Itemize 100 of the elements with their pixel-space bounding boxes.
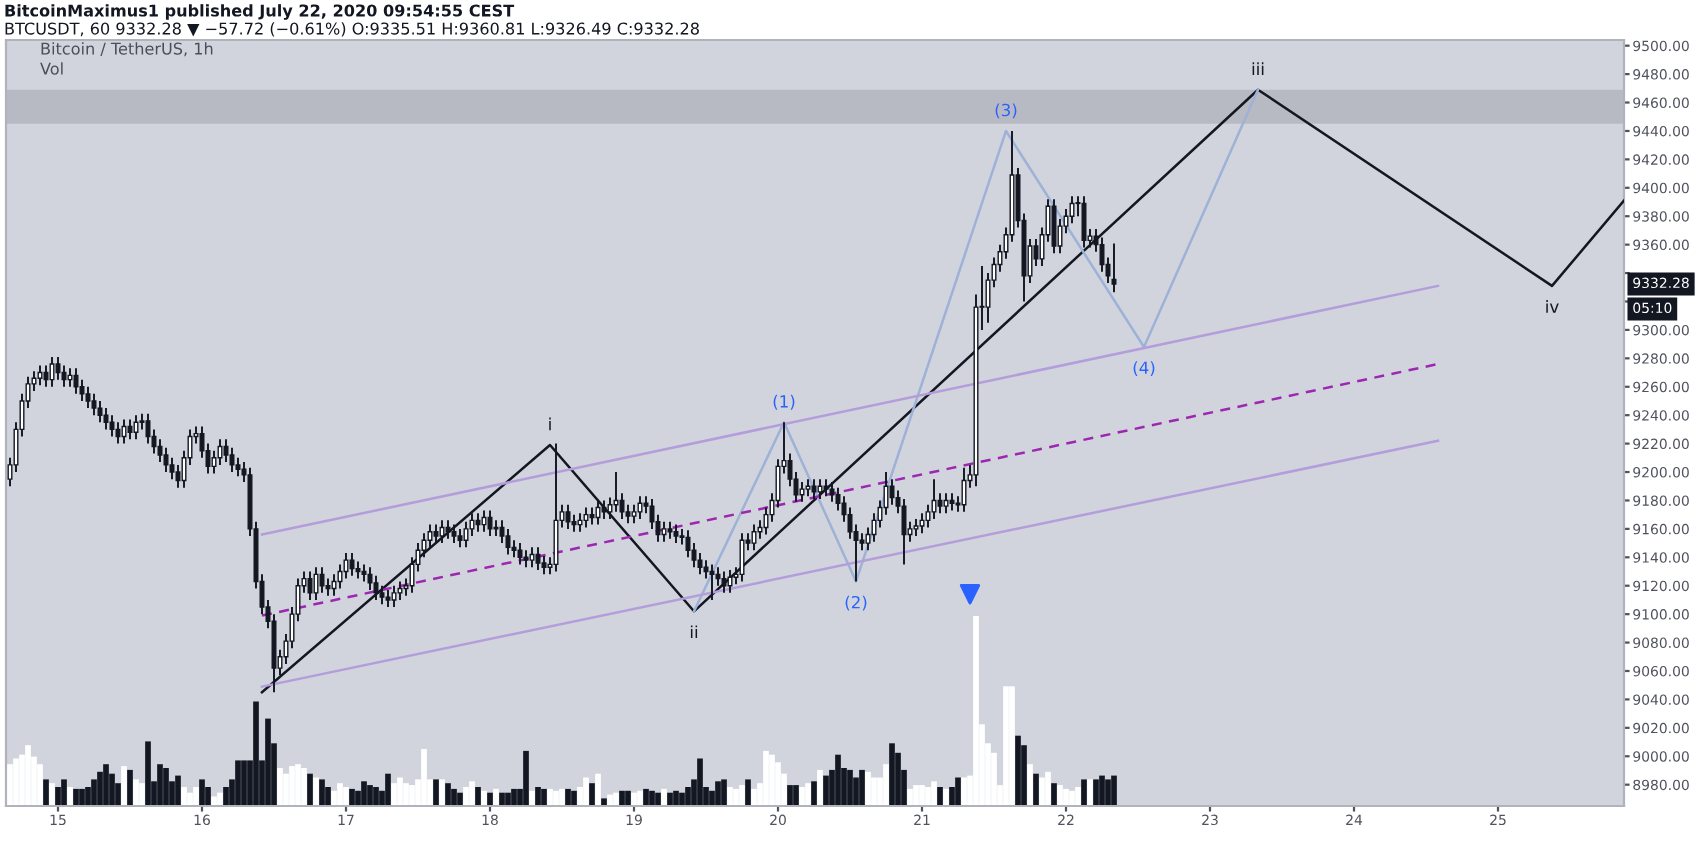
bar [67, 787, 73, 806]
bar [1015, 735, 1021, 806]
bar [1063, 788, 1069, 806]
bar [715, 781, 721, 806]
bar [943, 788, 949, 806]
bar [865, 771, 871, 806]
bar [175, 775, 181, 806]
bar [343, 787, 349, 806]
bar [499, 792, 505, 806]
bar [181, 787, 187, 806]
bar [595, 773, 601, 806]
bar [475, 787, 481, 806]
bar [391, 783, 397, 806]
candlestick [85, 385, 91, 410]
bar [37, 764, 43, 806]
candlestick [91, 392, 97, 417]
annotation: ii [690, 625, 698, 639]
text: BTCUSDT, 60 9332.28 ▼ −57.72 (−0.61%) O:9335.51 H:9360.81 L:9326.49 C:9332.28 [5, 22, 699, 37]
bar [541, 788, 547, 806]
bar [973, 616, 979, 806]
bar [43, 779, 49, 806]
bar [907, 788, 913, 806]
candlestick [541, 554, 547, 576]
bar [817, 769, 823, 806]
bar [811, 781, 817, 806]
candlestick [379, 584, 385, 606]
bar [91, 779, 97, 806]
bar [193, 787, 199, 806]
bar [745, 779, 751, 806]
bar [73, 788, 79, 806]
bar [1093, 779, 1099, 806]
candlestick [433, 523, 439, 545]
bar [337, 783, 343, 806]
bar [217, 792, 223, 806]
bar [889, 743, 895, 806]
bar [301, 768, 307, 806]
line-series [260, 88, 1624, 694]
bar [1009, 686, 1015, 806]
annotation: iv [1546, 300, 1559, 313]
bar [685, 787, 691, 806]
candlestick [457, 527, 463, 549]
annotation: iii [1252, 62, 1264, 75]
bar [805, 783, 811, 806]
bar [1039, 777, 1045, 806]
bar [601, 798, 607, 806]
bar [727, 787, 733, 806]
bar [55, 787, 61, 806]
bar [625, 790, 631, 806]
bar [937, 787, 943, 806]
bar [139, 783, 145, 806]
bar [361, 781, 367, 806]
chart-title: Bitcoin / TetherUS, 1h [41, 42, 213, 57]
bar [559, 788, 565, 806]
bar [457, 792, 463, 806]
bar [61, 779, 67, 806]
bar [121, 766, 127, 806]
bar [127, 769, 133, 806]
bar [613, 792, 619, 806]
candlestick [397, 580, 403, 601]
text: BitcoinMaximus1 published July 22, 2020 09:54:55 CEST [5, 4, 515, 20]
bar [751, 788, 757, 806]
bar [529, 790, 535, 806]
bar [331, 790, 337, 806]
bar [199, 779, 205, 806]
bar [1069, 790, 1075, 806]
bar [451, 788, 457, 806]
bar [955, 777, 961, 806]
bar [481, 790, 487, 806]
bar [697, 758, 703, 806]
candlestick [169, 456, 175, 481]
bar [223, 787, 229, 806]
chart-title: Vol [40, 62, 63, 75]
bar [1033, 773, 1039, 806]
bar [775, 762, 781, 806]
bar [421, 749, 427, 806]
bar [469, 781, 475, 806]
bar [1051, 783, 1057, 806]
bar [607, 794, 613, 806]
bar [787, 785, 793, 806]
bar [7, 764, 13, 806]
bar [571, 790, 577, 806]
bar [523, 750, 529, 806]
bar [325, 787, 331, 806]
annotation: (1) [773, 394, 795, 410]
bar [883, 764, 889, 806]
bar [1003, 686, 1009, 806]
bar [547, 788, 553, 806]
bar [97, 771, 103, 806]
bar [145, 741, 151, 806]
bar [163, 768, 169, 806]
annotation: (4) [1133, 361, 1155, 376]
bar [1087, 779, 1093, 806]
line-series [692, 88, 1260, 613]
bar [619, 790, 625, 806]
bar [589, 783, 595, 806]
bar [859, 769, 865, 806]
bar [961, 777, 967, 806]
bar [1027, 764, 1033, 806]
bar [253, 701, 259, 806]
bar [493, 788, 499, 806]
